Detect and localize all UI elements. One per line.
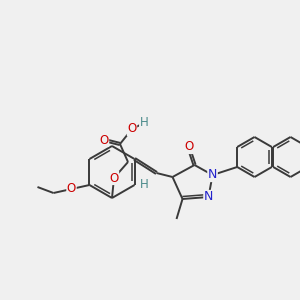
Text: O: O <box>99 134 109 146</box>
Text: N: N <box>208 169 217 182</box>
Text: H: H <box>140 116 148 130</box>
Text: O: O <box>184 140 193 154</box>
Text: O: O <box>67 182 76 196</box>
Text: O: O <box>110 172 118 184</box>
Text: O: O <box>128 122 136 136</box>
Text: H: H <box>140 178 149 191</box>
Text: N: N <box>204 190 213 203</box>
